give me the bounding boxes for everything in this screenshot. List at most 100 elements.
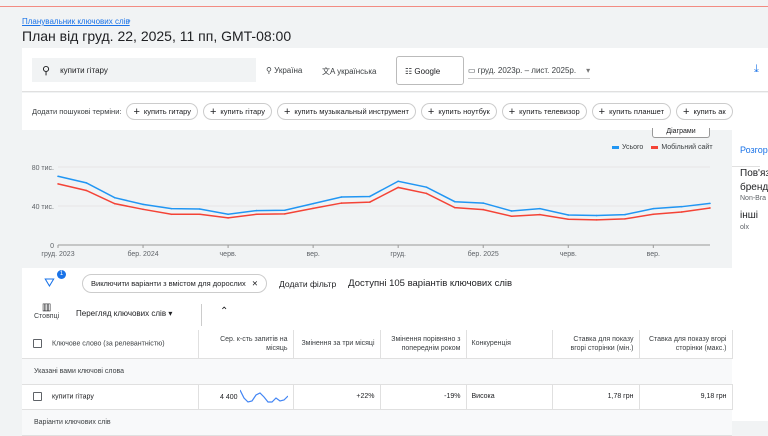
data-point xyxy=(57,175,59,178)
x-tick-label: черв. xyxy=(220,251,237,258)
network-selector[interactable]: ☷ Google xyxy=(396,56,464,85)
term-chip[interactable]: + купить гітару xyxy=(202,103,272,120)
col-keyword[interactable]: Ключове слово (за релевантністю) xyxy=(22,330,199,359)
location-pin-icon: ⚲ xyxy=(266,66,275,75)
term-chip[interactable]: + купить ноутбук xyxy=(420,103,497,120)
calendar-icon: ▭ xyxy=(468,66,478,75)
data-point xyxy=(454,200,456,203)
search-terms-label: Додати пошукові терміни: xyxy=(32,107,122,116)
legend-item-mobile[interactable]: Мобільний сайт xyxy=(651,144,713,151)
search-input[interactable]: ⚲ купити гітару xyxy=(32,58,256,82)
select-all-checkbox[interactable] xyxy=(33,339,42,349)
location-selector[interactable]: ⚲ Україна xyxy=(266,66,303,75)
close-icon[interactable]: ✕ xyxy=(251,279,259,288)
data-point xyxy=(510,210,513,212)
breadcrumb[interactable]: Планувальник ключових слів xyxy=(22,17,130,26)
col-avg-searches[interactable]: Сер. к-сть запитів на місяць xyxy=(198,330,294,359)
data-point xyxy=(85,182,88,184)
x-tick-label: вер. xyxy=(647,251,660,258)
col-bid-max[interactable]: Ставка для показу вгорі сторінки (макс.) xyxy=(639,330,733,359)
keyword-view-dropdown[interactable]: Перегляд ключових слів ▾ xyxy=(76,309,173,318)
data-point xyxy=(397,186,399,189)
data-point xyxy=(510,215,513,218)
date-range-selector[interactable]: ▭ груд. 2023р. – лист. 2025р. ▾ xyxy=(468,66,591,79)
brand-heading: бренд xyxy=(740,182,768,193)
series-line-mobile xyxy=(57,183,711,221)
adult-filter-chip[interactable]: Виключити варіанти з вмістом для доросли… xyxy=(82,274,268,293)
related-heading: Пов'яз xyxy=(740,168,768,179)
data-point xyxy=(397,180,399,183)
plus-icon: + xyxy=(133,105,140,118)
data-point xyxy=(255,209,258,212)
side-panel: Розгор Пов'яз бренд Non-Bra інші olx xyxy=(732,130,768,421)
keyword-results-panel: ⛛ 1 Виключити варіанти з вмістом для дор… xyxy=(22,268,733,436)
collapse-icon[interactable]: ⌃ xyxy=(220,306,229,317)
term-chip[interactable]: + купить планшет xyxy=(591,103,672,120)
plus-icon: + xyxy=(683,105,690,118)
term-chip[interactable]: + купить гитару xyxy=(126,103,198,120)
expand-link[interactable]: Розгор xyxy=(740,145,768,155)
legend-item-total[interactable]: Усього xyxy=(612,144,643,151)
x-tick-label: груд. xyxy=(390,251,406,258)
col-three-month[interactable]: Змінення за три місяці xyxy=(293,330,381,359)
table-row: купити гітару 4 400 +22% -19% Висока 1,7… xyxy=(22,384,733,410)
term-chip[interactable]: + купить музыкальный инструмент xyxy=(276,103,416,120)
data-point xyxy=(369,195,371,198)
chart-legend: Усього Мобільний сайт xyxy=(612,144,713,151)
filter-icon[interactable]: ⛛ xyxy=(44,275,55,290)
data-point xyxy=(340,196,343,198)
data-point xyxy=(624,213,626,216)
y-tick-label: 0 xyxy=(50,243,54,250)
download-icon[interactable]: ⤓ xyxy=(754,63,759,75)
search-terms-bar: Додати пошукові терміни: + купить гитару … xyxy=(22,93,768,130)
add-filter-button[interactable]: Додати фільтр xyxy=(279,278,337,289)
data-point xyxy=(567,214,570,216)
charts-button[interactable]: Діаграми xyxy=(652,128,710,138)
data-point xyxy=(652,213,655,216)
data-point xyxy=(283,213,286,215)
search-bar: ⚲ купити гітару ⚲ Україна 文A українська ☷… xyxy=(22,48,768,92)
search-volume-chart: 0 40 тис. 80 тис. груд. 2023 бер. 2024 черв. в… xyxy=(32,165,711,258)
data-point xyxy=(624,218,626,220)
data-point xyxy=(85,189,88,192)
data-point xyxy=(425,192,428,195)
group-row: Варіанти ключових слів xyxy=(22,409,732,436)
language-selector[interactable]: 文A українська xyxy=(322,67,377,76)
x-tick-label: вер. xyxy=(306,251,319,258)
plus-icon: + xyxy=(427,105,435,118)
x-tick-label: бер. 2025 xyxy=(468,250,499,258)
x-tick-label: груд. 2023 xyxy=(41,251,74,258)
col-bid-min[interactable]: Ставка для показу вгорі сторінки (мін.) xyxy=(552,330,640,359)
top-border xyxy=(0,6,768,7)
olx-label: olx xyxy=(740,224,749,231)
data-point xyxy=(539,213,541,216)
data-point xyxy=(652,207,655,210)
row-checkbox[interactable] xyxy=(33,392,42,401)
filter-count-badge: 1 xyxy=(57,270,66,279)
col-competition[interactable]: Конкуренція xyxy=(466,330,553,359)
page-title: План від груд. 22, 2025, 11 пп, GMT-08:0… xyxy=(22,28,292,44)
col-yoy[interactable]: Змінення порівняно з попереднім роком xyxy=(380,330,467,359)
table-header: Ключове слово (за релевантністю) Сер. к-… xyxy=(22,330,733,359)
data-point xyxy=(482,202,485,204)
others-heading[interactable]: інші xyxy=(740,210,758,221)
data-point xyxy=(312,202,314,205)
data-point xyxy=(227,213,229,216)
data-point xyxy=(369,201,371,203)
data-point xyxy=(454,206,456,209)
available-count: Доступні 105 варіантів ключових слів xyxy=(348,278,513,289)
term-chip[interactable]: + купить ак xyxy=(676,103,733,120)
trend-sparkline xyxy=(238,389,288,403)
data-point xyxy=(567,218,570,221)
data-point xyxy=(198,208,201,210)
x-tick-label: черв. xyxy=(560,251,577,258)
nonbrand-label: Non-Bra xyxy=(740,195,767,202)
y-tick-label: 40 тис. xyxy=(32,204,54,211)
dropdown-arrow-icon: ▾ xyxy=(586,66,591,75)
series-line-total xyxy=(57,175,711,217)
term-chip[interactable]: + купить телевизор xyxy=(501,103,587,120)
data-point xyxy=(283,209,286,212)
data-point xyxy=(680,205,683,208)
columns-button[interactable]: ▥ Стовпці xyxy=(34,302,60,320)
data-point xyxy=(482,208,485,211)
